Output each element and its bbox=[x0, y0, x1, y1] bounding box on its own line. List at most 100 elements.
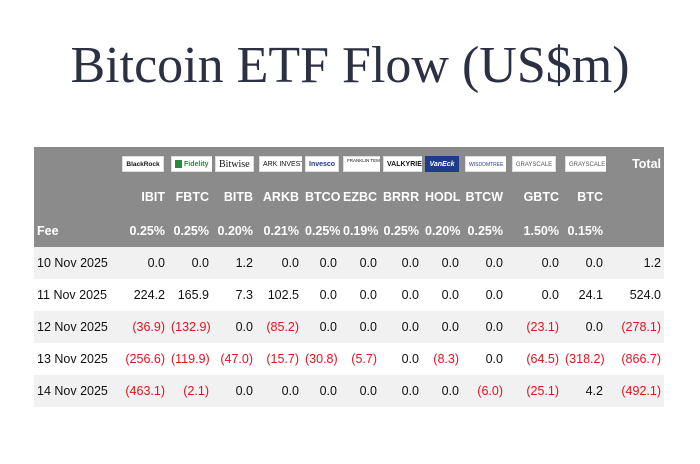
flow-value-cell: 0.0 bbox=[319, 288, 337, 302]
flow-value-cell: 4.2 bbox=[562, 375, 606, 407]
flow-value-cell: 1.2 bbox=[212, 247, 256, 279]
date-cell: 11 Nov 2025 bbox=[37, 288, 107, 302]
franklin-templeton-logo: FRANKLIN TEMPLETON bbox=[343, 155, 380, 172]
fee-cell: 0.15% bbox=[562, 214, 606, 247]
ticker-row: IBIT FBTC BITB ARKB BTCO EZBC BRRR HODL … bbox=[34, 180, 664, 214]
flow-value-cell: 0.0 bbox=[256, 247, 302, 279]
flow-value-cell: (64.5) bbox=[526, 352, 559, 366]
flow-value-cell: 24.1 bbox=[578, 288, 603, 302]
ticker-cell: ARKB bbox=[256, 180, 302, 214]
fidelity-mark-icon bbox=[175, 159, 182, 168]
flow-value-cell: 0.0 bbox=[485, 352, 503, 366]
flow-value-cell: 0.0 bbox=[212, 375, 256, 407]
fee-cell: 0.25% bbox=[168, 214, 212, 247]
flow-value-cell: 0.0 bbox=[506, 247, 562, 279]
ticker-cell: FBTC bbox=[168, 180, 212, 214]
flow-value-cell: (318.2) bbox=[565, 352, 605, 366]
flow-value-cell: (36.9) bbox=[118, 311, 168, 343]
ticker-cell: IBIT bbox=[118, 180, 168, 214]
flow-value-cell: (256.6) bbox=[125, 352, 165, 366]
flow-value-cell: 0.0 bbox=[380, 247, 422, 279]
wisdomtree-logo: WISDOMTREE bbox=[465, 155, 506, 172]
table-row: 12 Nov 2025 (36.9) (132.9) 0.0 (85.2) 0.0 0.0 0… bbox=[34, 311, 664, 343]
grayscale-logo: GRAYSCALE bbox=[511, 155, 557, 172]
issuer-logo-row: BlackRock Fidelity Bitwise ARK INVEST In… bbox=[34, 147, 664, 180]
flow-value-cell: (463.1) bbox=[118, 375, 168, 407]
flow-value-cell: 0.0 bbox=[422, 311, 462, 343]
ticker-cell: GBTC bbox=[506, 180, 562, 214]
fee-cell: 0.25% bbox=[380, 214, 422, 247]
flow-value-cell: 0.0 bbox=[422, 375, 462, 407]
flow-value-cell: (5.7) bbox=[351, 352, 377, 366]
flow-value-cell: 224.2 bbox=[133, 288, 165, 302]
flow-value-cell: (8.3) bbox=[433, 352, 459, 366]
total-cell: (866.7) bbox=[621, 352, 661, 366]
flow-value-cell: 0.0 bbox=[485, 288, 503, 302]
flow-value-cell: 0.0 bbox=[401, 288, 419, 302]
fee-label: Fee bbox=[34, 214, 118, 247]
flow-value-cell: 0.0 bbox=[422, 247, 462, 279]
flow-value-cell: (30.8) bbox=[305, 352, 338, 366]
fee-cell: 0.25% bbox=[462, 214, 506, 247]
fee-cell: 0.25% bbox=[302, 214, 340, 247]
page-title: Bitcoin ETF Flow (US$m) bbox=[70, 37, 630, 94]
fee-cell: 0.20% bbox=[422, 214, 462, 247]
flow-value-cell: (47.0) bbox=[220, 352, 253, 366]
flow-value-cell: (25.1) bbox=[506, 375, 562, 407]
fee-cell: 1.50% bbox=[506, 214, 562, 247]
flow-value-cell: 0.0 bbox=[302, 247, 340, 279]
flow-value-cell: 0.0 bbox=[380, 375, 422, 407]
total-header: Total bbox=[606, 147, 664, 180]
flow-value-cell: 0.0 bbox=[256, 375, 302, 407]
flow-value-cell: 7.3 bbox=[235, 288, 253, 302]
ticker-cell: EZBC bbox=[340, 180, 380, 214]
table-row: 10 Nov 2025 0.0 0.0 1.2 0.0 0.0 0.0 0.0 0.0 0.0 0.… bbox=[34, 247, 664, 279]
flow-value-cell: 0.0 bbox=[212, 311, 256, 343]
flow-value-cell: 0.0 bbox=[340, 311, 380, 343]
flow-value-cell: (6.0) bbox=[462, 375, 506, 407]
flow-value-cell: (23.1) bbox=[506, 311, 562, 343]
total-cell: (278.1) bbox=[606, 311, 664, 343]
flow-value-cell: 0.0 bbox=[562, 247, 606, 279]
flow-value-cell: (85.2) bbox=[256, 311, 302, 343]
flow-value-cell: (2.1) bbox=[168, 375, 212, 407]
fee-cell: 0.20% bbox=[212, 214, 256, 247]
flow-value-cell: 0.0 bbox=[340, 375, 380, 407]
ticker-cell: HODL bbox=[422, 180, 462, 214]
date-cell: 12 Nov 2025 bbox=[34, 311, 118, 343]
etf-flow-table: BlackRock Fidelity Bitwise ARK INVEST In… bbox=[34, 147, 664, 407]
flow-value-cell: 0.0 bbox=[462, 247, 506, 279]
flow-value-cell: 102.5 bbox=[267, 288, 299, 302]
ticker-cell: BTCO bbox=[302, 180, 340, 214]
fee-row: Fee 0.25% 0.25% 0.20% 0.21% 0.25% 0.19% … bbox=[34, 214, 664, 247]
flow-value-cell: 0.0 bbox=[380, 311, 422, 343]
vaneck-logo: VanEck bbox=[425, 155, 459, 172]
flow-value-cell: 0.0 bbox=[168, 247, 212, 279]
date-cell: 10 Nov 2025 bbox=[34, 247, 118, 279]
total-cell: 1.2 bbox=[606, 247, 664, 279]
ark-logo: ARK INVEST bbox=[259, 155, 302, 172]
blackrock-logo: BlackRock bbox=[122, 155, 164, 172]
flow-value-cell: (119.9) bbox=[171, 352, 210, 366]
valkyrie-logo: VALKYRIE bbox=[383, 155, 422, 172]
flow-data-body: 10 Nov 2025 0.0 0.0 1.2 0.0 0.0 0.0 0.0 0.0 0.0 0.… bbox=[34, 247, 664, 407]
date-cell: 14 Nov 2025 bbox=[34, 375, 118, 407]
invesco-logo: Invesco bbox=[305, 155, 340, 172]
date-cell: 13 Nov 2025 bbox=[37, 352, 108, 366]
flow-value-cell: (132.9) bbox=[168, 311, 212, 343]
table-row: 14 Nov 2025 (463.1) (2.1) 0.0 0.0 0.0 0.0 0.0 0.… bbox=[34, 375, 664, 407]
table-row: 13 Nov 2025 (256.6) (119.9) (47.0) (15.7) (30… bbox=[34, 343, 664, 375]
flow-value-cell: 0.0 bbox=[401, 352, 419, 366]
fee-cell: 0.19% bbox=[340, 214, 380, 247]
grayscale-mini-logo: GRAYSCALE bbox=[565, 155, 606, 172]
ticker-cell: BTCW bbox=[462, 180, 506, 214]
flow-value-cell: 0.0 bbox=[118, 247, 168, 279]
flow-value-cell: 0.0 bbox=[340, 247, 380, 279]
fidelity-logo: Fidelity bbox=[171, 155, 212, 172]
flow-value-cell: 0.0 bbox=[562, 311, 606, 343]
flow-value-cell: 0.0 bbox=[441, 288, 459, 302]
flow-value-cell: 0.0 bbox=[462, 311, 506, 343]
flow-value-cell: 0.0 bbox=[541, 288, 559, 302]
flow-value-cell: 0.0 bbox=[359, 288, 377, 302]
total-cell: 524.0 bbox=[629, 288, 661, 302]
